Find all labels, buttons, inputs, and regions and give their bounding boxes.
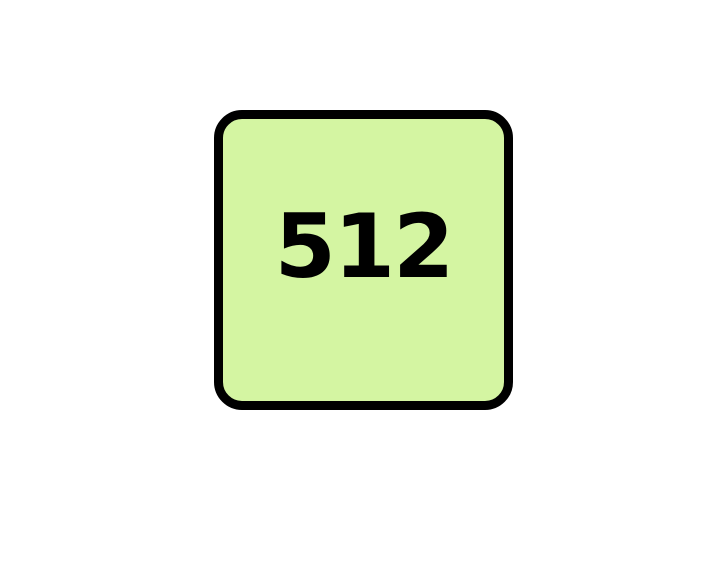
tile-value: 512 [274,195,455,298]
number-tile: 512 [214,110,513,410]
